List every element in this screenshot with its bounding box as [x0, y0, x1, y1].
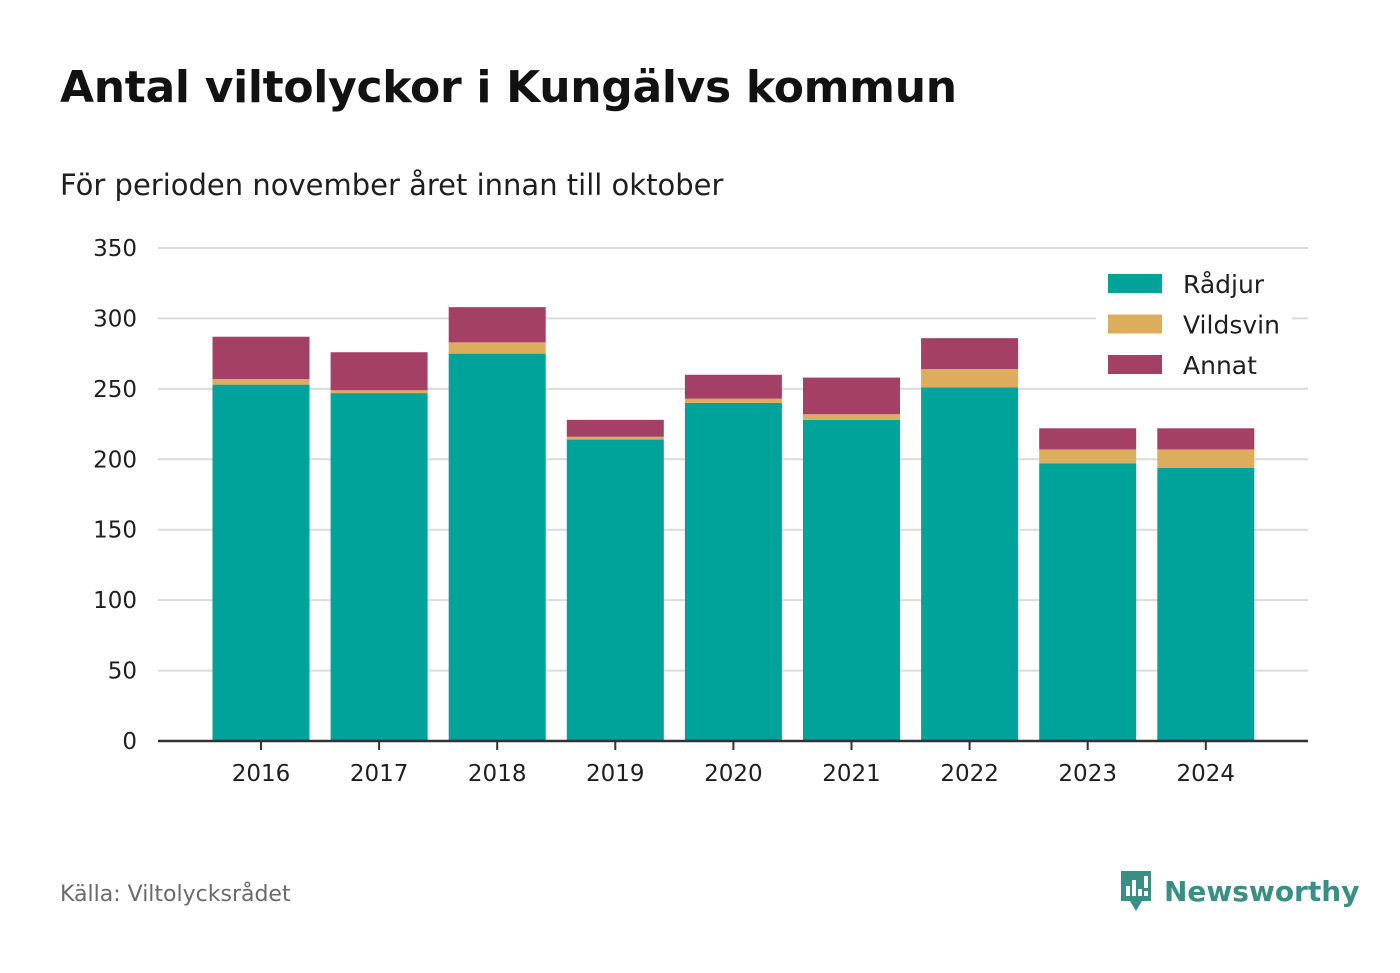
- newsworthy-logo-icon: [1121, 871, 1151, 911]
- bar-annat-2016: [212, 336, 310, 379]
- bar-annat-2024: [1157, 428, 1255, 450]
- bar-annat-2023: [1039, 428, 1137, 450]
- bar-annat-2019: [566, 419, 664, 437]
- bar-annat-2022: [921, 338, 1019, 370]
- bar-vildsvin-2024: [1157, 449, 1255, 468]
- bar-vildsvin-2018: [448, 342, 546, 354]
- legend-swatch: [1108, 274, 1162, 293]
- y-tick-label: 0: [122, 729, 137, 755]
- bar-annat-2021: [803, 377, 900, 415]
- x-tick-label: 2016: [232, 761, 291, 787]
- bar-annat-2017: [330, 352, 428, 391]
- bars: [212, 307, 1255, 741]
- y-tick-label: 50: [108, 659, 137, 685]
- legend-label: Rådjur: [1183, 270, 1265, 299]
- bar-annat-2018: [448, 307, 546, 343]
- x-tick-label: 2018: [468, 761, 527, 787]
- legend-swatch: [1108, 355, 1162, 374]
- legend-label: Vildsvin: [1183, 311, 1280, 340]
- x-tick-label: 2022: [940, 761, 999, 787]
- bar-r-djur-2018: [448, 353, 546, 741]
- bar-vildsvin-2020: [684, 398, 782, 403]
- y-tick-label: 200: [93, 447, 137, 473]
- brand-name: Newsworthy: [1164, 874, 1360, 908]
- legend-swatch: [1108, 314, 1162, 334]
- legend: Rådjur Vildsvin Annat: [1096, 262, 1292, 386]
- x-tick-label: 2017: [350, 761, 409, 787]
- x-tick-label: 2019: [586, 761, 645, 787]
- bar-vildsvin-2022: [921, 369, 1019, 388]
- y-tick-label: 150: [93, 518, 137, 544]
- source-note: Källa: Viltolycksrådet: [60, 882, 291, 907]
- chart-subtitle: För perioden november året innan till ok…: [60, 168, 724, 202]
- bar-annat-2020: [684, 374, 782, 399]
- y-tick-label: 300: [93, 306, 137, 332]
- x-tick-label: 2023: [1058, 761, 1117, 787]
- y-tick-label: 100: [93, 588, 137, 614]
- bar-r-djur-2019: [566, 439, 664, 741]
- legend-label: Annat: [1183, 351, 1257, 380]
- bar-r-djur-2023: [1039, 463, 1137, 741]
- bar-vildsvin-2017: [330, 390, 428, 394]
- bar-r-djur-2021: [803, 419, 900, 741]
- bar-vildsvin-2021: [803, 414, 900, 420]
- bar-vildsvin-2023: [1039, 449, 1137, 464]
- bar-vildsvin-2016: [212, 378, 310, 385]
- x-tick-label: 2021: [822, 761, 881, 787]
- x-tick-label: 2020: [704, 761, 763, 787]
- y-tick-label: 350: [93, 236, 137, 262]
- brand-logo: Newsworthy: [1118, 866, 1359, 916]
- chart-title: Antal viltolyckor i Kungälvs kommun: [60, 62, 957, 113]
- bar-vildsvin-2019: [566, 436, 664, 440]
- bar-r-djur-2017: [330, 393, 428, 741]
- bar-r-djur-2022: [921, 387, 1019, 741]
- bar-r-djur-2024: [1157, 467, 1255, 741]
- bar-r-djur-2016: [212, 384, 310, 741]
- axes: 0 50 100 150 200 250 300 350 2016 2017 2018 2019 202…: [93, 236, 1308, 787]
- bar-r-djur-2020: [684, 402, 782, 741]
- y-tick-label: 250: [93, 377, 137, 403]
- x-tick-label: 2024: [1177, 761, 1236, 787]
